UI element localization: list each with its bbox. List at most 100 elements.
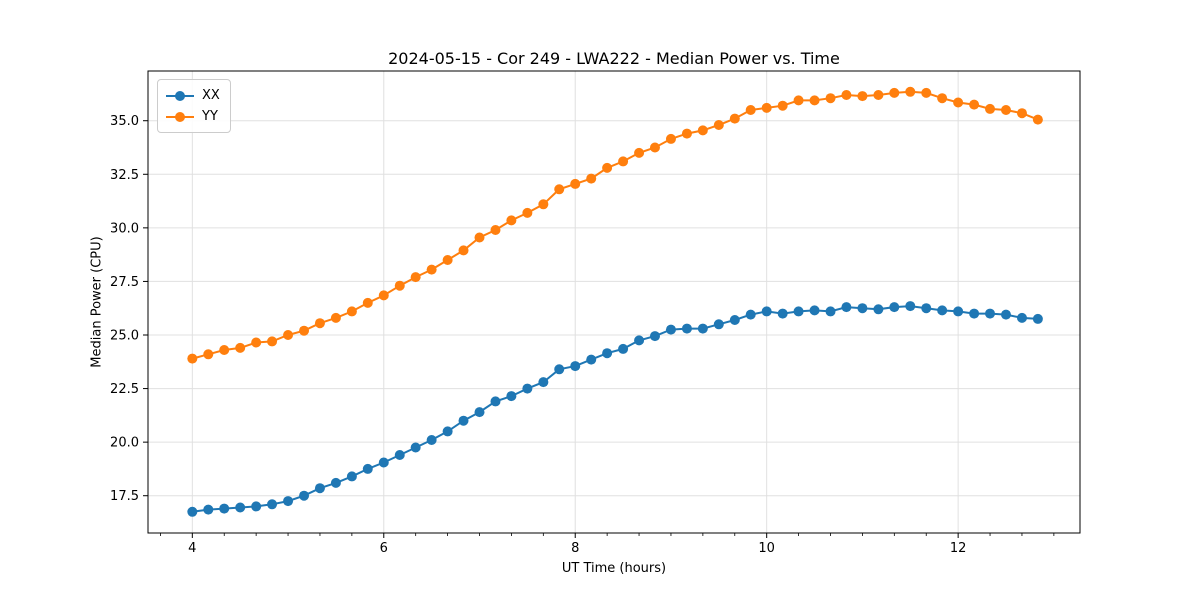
- series-YY-marker: [969, 99, 980, 110]
- series-XX-marker: [522, 383, 533, 394]
- series-YY-marker: [1032, 114, 1043, 125]
- series-YY-marker: [570, 178, 581, 189]
- series-XX-marker: [825, 306, 836, 317]
- series-YY-marker: [267, 336, 278, 347]
- plot-border: [147, 70, 1081, 534]
- series-XX-marker: [937, 305, 948, 316]
- series-XX-marker: [458, 415, 469, 426]
- series-XX-marker: [602, 348, 613, 359]
- series-YY-marker: [362, 297, 373, 308]
- x-minor-ticks: [160, 533, 1055, 536]
- series-YY-marker: [203, 349, 214, 360]
- y-axis-ticks: 17.5 20.0 22.5 25.0 27.5 30.0 32.5 35.0: [110, 114, 148, 504]
- series-XX-marker: [490, 396, 501, 407]
- y-tick-label: 17.5: [110, 489, 139, 504]
- series-YY-marker: [251, 337, 262, 348]
- series-YY-marker: [697, 125, 708, 136]
- series-XX-marker: [729, 315, 740, 325]
- series-YY-marker: [314, 318, 325, 329]
- series-YY-marker: [809, 95, 820, 106]
- legend-label: YY: [202, 109, 218, 124]
- series-XX-line: [192, 305, 1038, 513]
- series-XX-marker: [1016, 312, 1027, 323]
- series-XX-marker: [267, 499, 278, 510]
- series-YY-marker: [490, 225, 501, 235]
- series-XX-marker: [554, 364, 565, 375]
- series-XX-marker: [1001, 309, 1012, 320]
- series-XX-marker: [857, 303, 868, 314]
- x-tick-label: 6: [380, 541, 388, 556]
- series-XX-marker: [809, 305, 820, 316]
- series-YY-marker: [921, 87, 932, 98]
- series-XX-marker: [442, 426, 453, 437]
- series-XX-marker: [378, 457, 389, 468]
- series-XX-marker: [889, 302, 900, 313]
- series-XX-marker: [299, 490, 310, 501]
- series-XX-marker: [777, 308, 788, 319]
- series-XX-marker: [665, 324, 676, 335]
- y-tick-label: 20.0: [110, 436, 139, 451]
- series-YY-marker: [985, 103, 996, 114]
- series-YY-marker: [538, 199, 549, 210]
- series-XX-marker: [187, 506, 198, 517]
- series-YY-marker: [442, 255, 453, 265]
- series-YY-marker: [649, 142, 660, 153]
- series-YY-marker: [330, 312, 341, 323]
- series-XX-marker: [969, 308, 980, 319]
- legend-line-marker-icon: [166, 111, 194, 122]
- chart-title: 2024-05-15 - Cor 249 - LWA222 - Median P…: [388, 49, 840, 68]
- series-YY-marker: [634, 147, 645, 158]
- series-YY-marker: [602, 162, 613, 173]
- x-tick-label: 10: [758, 541, 775, 556]
- series-XX-marker: [649, 331, 660, 342]
- series-YY-marker: [219, 345, 230, 355]
- series-YY-marker: [618, 156, 629, 167]
- series-YY-marker: [235, 342, 246, 353]
- series-XX-marker: [330, 477, 341, 488]
- series-XX-marker: [873, 304, 884, 315]
- series-YY-marker: [825, 93, 836, 104]
- series-YY-marker: [554, 184, 565, 195]
- series-XX-marker: [921, 303, 932, 314]
- series-YY-marker: [873, 90, 884, 100]
- series-YY-marker: [378, 290, 389, 301]
- series-YY-marker: [953, 97, 964, 108]
- series-XX-marker: [1032, 313, 1043, 324]
- x-tick-label: 4: [188, 541, 196, 556]
- legend: XX YY: [157, 79, 231, 133]
- series-YY-marker: [426, 264, 437, 275]
- series-XX: [187, 301, 1043, 517]
- series-XX-marker: [761, 306, 772, 317]
- y-tick-label: 30.0: [110, 221, 139, 236]
- legend-label: XX: [202, 88, 220, 103]
- series-XX-marker: [697, 323, 708, 334]
- series-XX-marker: [681, 323, 692, 334]
- series-XX-marker: [219, 503, 230, 514]
- series-YY-marker: [793, 95, 804, 106]
- series-YY-marker: [522, 207, 533, 218]
- series-YY-marker: [458, 245, 469, 256]
- series-XX-marker: [235, 502, 246, 513]
- series-YY-marker: [187, 353, 198, 364]
- y-axis-label: Median Power (CPU): [89, 236, 105, 368]
- series-YY-marker: [729, 113, 740, 124]
- series-XX-marker: [713, 319, 724, 330]
- series-YY-marker: [761, 102, 772, 113]
- y-tick-label: 27.5: [110, 275, 139, 290]
- series-YY: [187, 86, 1043, 364]
- series-XX-marker: [538, 377, 549, 388]
- series-XX-marker: [203, 504, 214, 515]
- series-YY-marker: [665, 133, 676, 144]
- gridlines: [148, 71, 1080, 533]
- series-YY-marker: [889, 87, 900, 98]
- series-YY-marker: [937, 93, 948, 104]
- series-YY-marker: [1016, 108, 1027, 119]
- legend-line-marker-icon: [166, 90, 194, 101]
- series-XX-marker: [346, 471, 357, 482]
- series-XX-marker: [953, 306, 964, 317]
- series-YY-marker: [506, 215, 517, 226]
- x-tick-label: 12: [950, 541, 967, 556]
- series-XX-marker: [586, 354, 597, 365]
